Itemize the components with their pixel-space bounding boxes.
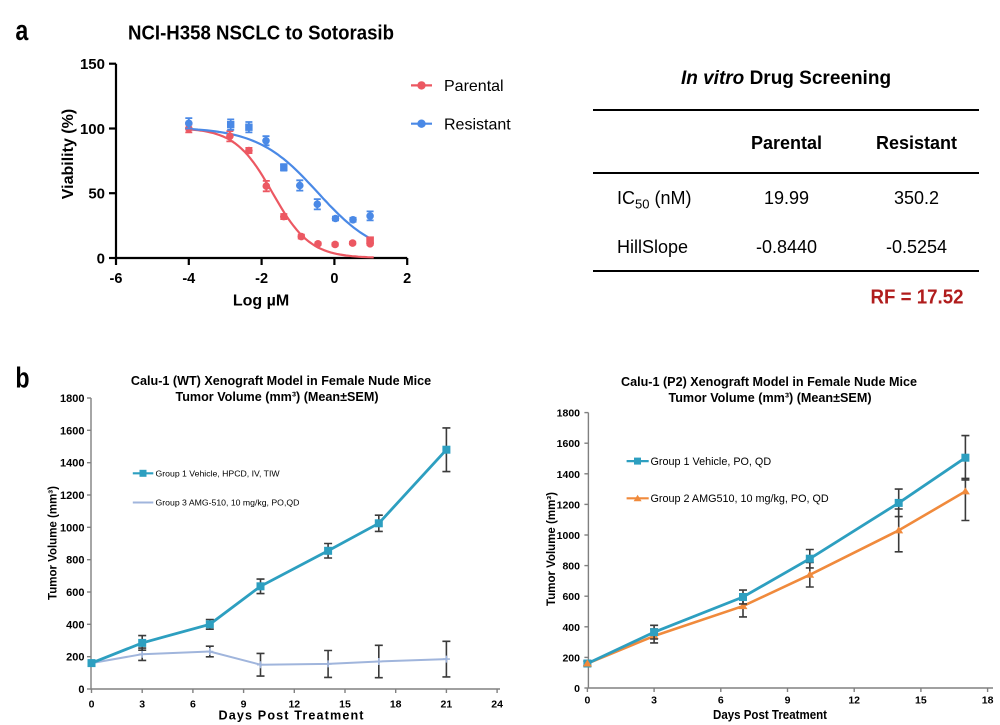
- svg-text:Days Post Treatment: Days Post Treatment: [713, 708, 828, 722]
- svg-text:Group 1 Vehicle, PO, QD: Group 1 Vehicle, PO, QD: [651, 456, 772, 468]
- svg-text:24: 24: [491, 699, 503, 711]
- svg-text:150: 150: [80, 56, 105, 73]
- svg-text:600: 600: [562, 591, 580, 603]
- svg-text:15: 15: [915, 695, 927, 707]
- svg-text:400: 400: [562, 622, 580, 634]
- svg-text:Viability (%): Viability (%): [60, 109, 77, 199]
- svg-text:0: 0: [97, 251, 105, 268]
- svg-text:Log µM: Log µM: [233, 292, 289, 309]
- svg-text:600: 600: [66, 587, 84, 599]
- svg-text:a: a: [15, 13, 28, 46]
- svg-text:200: 200: [66, 652, 84, 664]
- svg-text:-4: -4: [182, 271, 195, 287]
- svg-text:Group 1 Vehicle, HPCD, IV, TIW: Group 1 Vehicle, HPCD, IV, TIW: [156, 468, 281, 478]
- svg-text:Days Post Treatment: Days Post Treatment: [219, 709, 365, 723]
- svg-text:18: 18: [390, 699, 402, 711]
- svg-text:1400: 1400: [60, 458, 84, 470]
- svg-text:21: 21: [441, 699, 453, 711]
- svg-text:Tumor Volume (mm³) (Mean±SEM): Tumor Volume (mm³) (Mean±SEM): [668, 391, 871, 405]
- svg-text:-6: -6: [110, 271, 123, 287]
- svg-text:NCI-H358 NSCLC to Sotorasib: NCI-H358 NSCLC to Sotorasib: [128, 22, 394, 45]
- svg-text:1200: 1200: [60, 490, 84, 502]
- svg-text:15: 15: [339, 699, 351, 711]
- svg-text:3: 3: [651, 695, 657, 707]
- svg-text:Calu-1 (P2) Xenograft Model in: Calu-1 (P2) Xenograft Model in Female Nu…: [621, 375, 917, 389]
- svg-text:0: 0: [584, 695, 590, 707]
- svg-text:100: 100: [80, 121, 105, 138]
- svg-text:800: 800: [562, 561, 580, 573]
- svg-text:1000: 1000: [60, 522, 84, 534]
- svg-text:6: 6: [718, 695, 724, 707]
- svg-text:6: 6: [190, 699, 196, 711]
- svg-text:800: 800: [66, 555, 84, 567]
- svg-text:200: 200: [562, 652, 580, 664]
- svg-text:18: 18: [982, 695, 994, 707]
- svg-text:Resistant: Resistant: [444, 116, 511, 133]
- svg-text:Parental: Parental: [444, 78, 504, 95]
- svg-text:b: b: [15, 361, 29, 394]
- svg-text:0: 0: [89, 699, 95, 711]
- svg-text:2: 2: [403, 271, 411, 287]
- svg-text:Tumor Volume (mm³): Tumor Volume (mm³): [546, 492, 558, 606]
- svg-text:9: 9: [241, 699, 247, 711]
- svg-text:12: 12: [288, 699, 300, 711]
- svg-text:1600: 1600: [60, 425, 84, 437]
- svg-text:1800: 1800: [60, 393, 84, 405]
- svg-text:9: 9: [785, 695, 791, 707]
- svg-text:Group 3 AMG-510, 10 mg/kg, PO,: Group 3 AMG-510, 10 mg/kg, PO,QD: [156, 498, 300, 508]
- svg-text:-2: -2: [255, 271, 268, 287]
- svg-text:0: 0: [78, 684, 84, 696]
- svg-text:Tumor Volume (mm³): Tumor Volume (mm³): [48, 486, 60, 600]
- svg-text:1200: 1200: [557, 499, 581, 511]
- svg-text:3: 3: [139, 699, 145, 711]
- svg-text:0: 0: [574, 683, 580, 695]
- svg-text:1000: 1000: [557, 530, 581, 542]
- svg-text:1800: 1800: [557, 408, 581, 420]
- svg-text:Group 2 AMG510, 10 mg/kg, PO,: Group 2 AMG510, 10 mg/kg, PO, QD: [651, 493, 829, 505]
- svg-text:1600: 1600: [557, 438, 581, 450]
- svg-text:1400: 1400: [557, 469, 581, 481]
- svg-text:50: 50: [88, 186, 105, 203]
- svg-text:RF = 17.52: RF = 17.52: [871, 286, 964, 309]
- svg-text:Calu-1 (WT) Xenograft Model in: Calu-1 (WT) Xenograft Model in Female Nu…: [131, 374, 431, 388]
- svg-text:Tumor Volume (mm³) (Mean±SEM): Tumor Volume (mm³) (Mean±SEM): [175, 390, 378, 404]
- svg-text:400: 400: [66, 619, 84, 631]
- svg-text:12: 12: [848, 695, 860, 707]
- svg-text:0: 0: [330, 271, 338, 287]
